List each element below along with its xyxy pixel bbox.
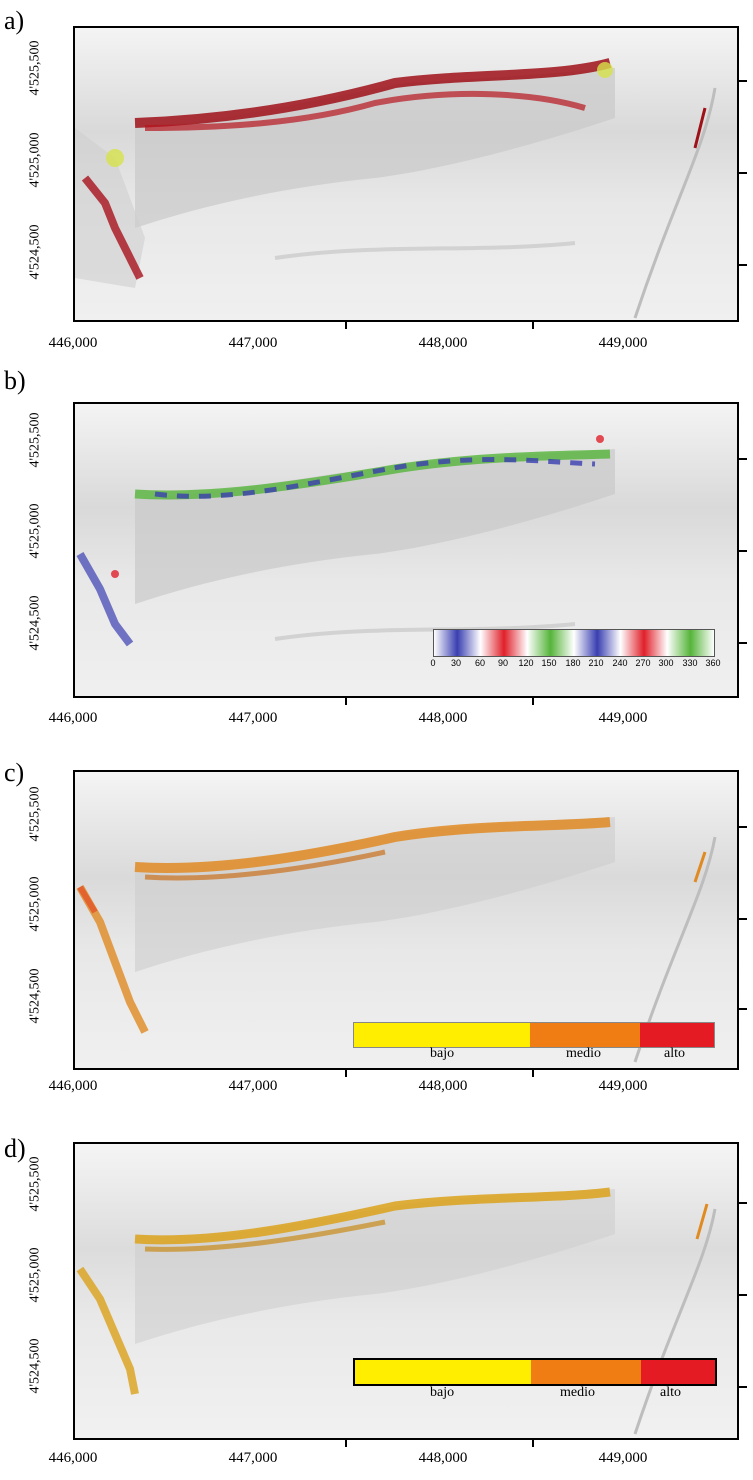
y-tick (739, 642, 747, 644)
x-tick-label: 446,000 (48, 1078, 98, 1094)
x-tick-label: 448,000 (418, 1450, 468, 1466)
x-tick-label: 449,000 (598, 1078, 648, 1094)
legend-label-medio: medio (566, 1046, 601, 1061)
x-tick (345, 1070, 347, 1077)
panel-b: b) (0, 368, 753, 738)
y-tick-label: 4'525,500 (27, 40, 43, 96)
y-tick-label: 4'525,500 (27, 1156, 43, 1212)
map-svg (75, 1144, 737, 1438)
aspect-tick: 360 (705, 658, 721, 668)
map-svg (75, 28, 737, 320)
y-tick (739, 1386, 747, 1388)
legend-swatch-bajo (355, 1360, 531, 1384)
hillshade-map (73, 26, 739, 322)
map-svg (75, 772, 737, 1068)
panel-c: c) bajo medio alto (0, 740, 753, 1110)
aspect-tick: 90 (497, 658, 509, 668)
x-tick-label: 449,000 (598, 335, 648, 351)
legend-swatch-bajo (354, 1023, 530, 1047)
y-tick (739, 550, 747, 552)
y-tick (739, 918, 747, 920)
aspect-tick: 30 (450, 658, 462, 668)
legend-swatch-medio (531, 1360, 641, 1384)
hazard-overlay (134, 58, 612, 128)
x-tick-label: 448,000 (418, 710, 468, 726)
x-tick-label: 447,000 (228, 710, 278, 726)
x-tick-label: 446,000 (48, 335, 98, 351)
y-tick-label: 4'525,000 (27, 1247, 43, 1303)
aspect-legend-bar (434, 630, 714, 656)
aspect-tick: 150 (541, 658, 557, 668)
y-tick-label: 4'524,500 (27, 595, 43, 651)
y-tick-label: 4'525,500 (27, 786, 43, 842)
x-tick (345, 322, 347, 329)
x-tick (532, 1440, 534, 1447)
aspect-tick: 270 (635, 658, 651, 668)
y-tick-label: 4'524,500 (27, 224, 43, 280)
aspect-tick: 240 (612, 658, 628, 668)
panel-label: c) (4, 758, 25, 787)
x-tick-label: 447,000 (228, 335, 278, 351)
y-tick (739, 1202, 747, 1204)
legend-swatch-alto (641, 1360, 715, 1384)
y-tick (739, 1294, 747, 1296)
x-tick-label: 446,000 (48, 710, 98, 726)
y-tick-label: 4'525,000 (27, 132, 43, 188)
x-tick-label: 449,000 (598, 1450, 648, 1466)
y-tick (739, 264, 747, 266)
y-tick-label: 4'525,000 (27, 503, 43, 559)
legend-label-bajo: bajo (430, 1385, 455, 1400)
risk-overlay (134, 817, 611, 873)
x-tick-label: 448,000 (418, 1078, 468, 1094)
x-tick-label: 447,000 (228, 1450, 278, 1466)
aspect-tick: 60 (474, 658, 486, 668)
aspect-tick: 120 (518, 658, 534, 668)
y-tick (739, 458, 747, 460)
y-tick-label: 4'525,000 (27, 876, 43, 932)
panel-label: d) (4, 1134, 26, 1163)
panel-label: a) (4, 6, 25, 35)
x-tick-label: 447,000 (228, 1078, 278, 1094)
legend-label-bajo: bajo (430, 1046, 455, 1061)
aspect-tick: 330 (682, 658, 698, 668)
x-tick (345, 1440, 347, 1447)
x-tick-label: 446,000 (48, 1450, 98, 1466)
y-tick-label: 4'524,500 (27, 968, 43, 1024)
hillshade-map (73, 1142, 739, 1440)
y-tick (739, 1008, 747, 1010)
legend-label-alto: alto (664, 1046, 685, 1061)
x-tick (532, 698, 534, 705)
y-tick-label: 4'524,500 (27, 1338, 43, 1394)
aspect-tick: 210 (588, 658, 604, 668)
legend-swatch-alto (640, 1023, 714, 1047)
x-tick-label: 449,000 (598, 710, 648, 726)
risk-overlay (134, 1187, 611, 1245)
panel-d: d) bajo medio alto 4'525,500 (0, 1110, 753, 1480)
panel-a: a) 4'525,500 4'525,000 4' (0, 0, 753, 360)
x-tick-label: 448,000 (418, 335, 468, 351)
y-tick (739, 80, 747, 82)
hillshade-map (73, 770, 739, 1070)
aspect-tick: 300 (658, 658, 674, 668)
risk-legend (353, 1358, 717, 1386)
aspect-tick: 0 (430, 658, 436, 668)
aspect-tick: 180 (565, 658, 581, 668)
aspect-legend (433, 629, 715, 657)
x-tick (532, 322, 534, 329)
risk-legend (353, 1022, 715, 1048)
legend-label-medio: medio (560, 1385, 595, 1400)
x-tick (532, 1070, 534, 1077)
y-tick (739, 172, 747, 174)
panel-label: b) (4, 366, 26, 395)
x-tick (345, 698, 347, 705)
y-tick (739, 826, 747, 828)
legend-label-alto: alto (660, 1385, 681, 1400)
legend-swatch-medio (530, 1023, 640, 1047)
y-tick-label: 4'525,500 (27, 412, 43, 468)
